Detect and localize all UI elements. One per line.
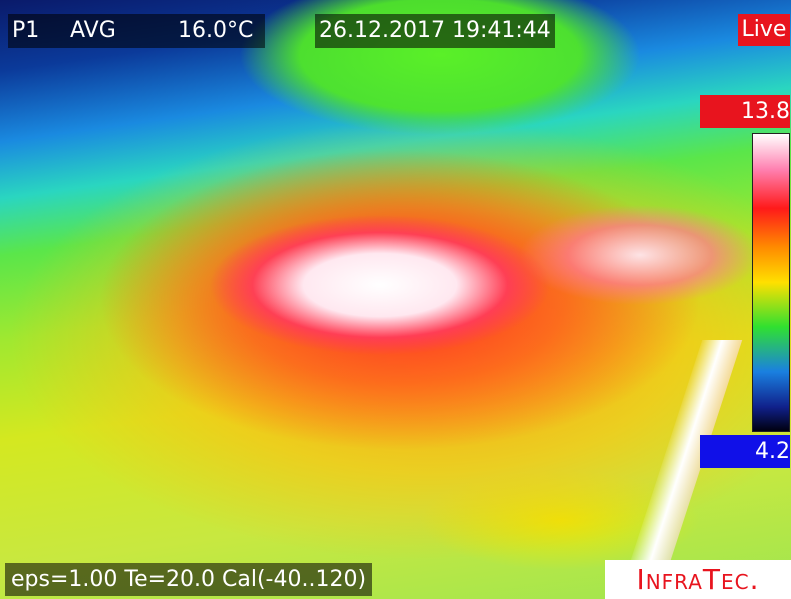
point-label: P1 bbox=[12, 18, 40, 43]
scale-min: 4.2 bbox=[700, 435, 790, 468]
measurement-box: P1 AVG 16.0°C bbox=[8, 14, 265, 48]
parameters: eps=1.00 Te=20.0 Cal(-40..120) bbox=[5, 563, 373, 596]
color-scale bbox=[752, 133, 790, 432]
timestamp: 26.12.2017 19:41:44 bbox=[315, 14, 555, 48]
scale-max: 13.8 bbox=[700, 95, 790, 128]
live-status: Live bbox=[738, 14, 790, 46]
temperature: 16.0°C bbox=[178, 18, 254, 43]
mode-label: AVG bbox=[70, 18, 116, 43]
brand-logo: InfraTec. bbox=[605, 560, 791, 599]
